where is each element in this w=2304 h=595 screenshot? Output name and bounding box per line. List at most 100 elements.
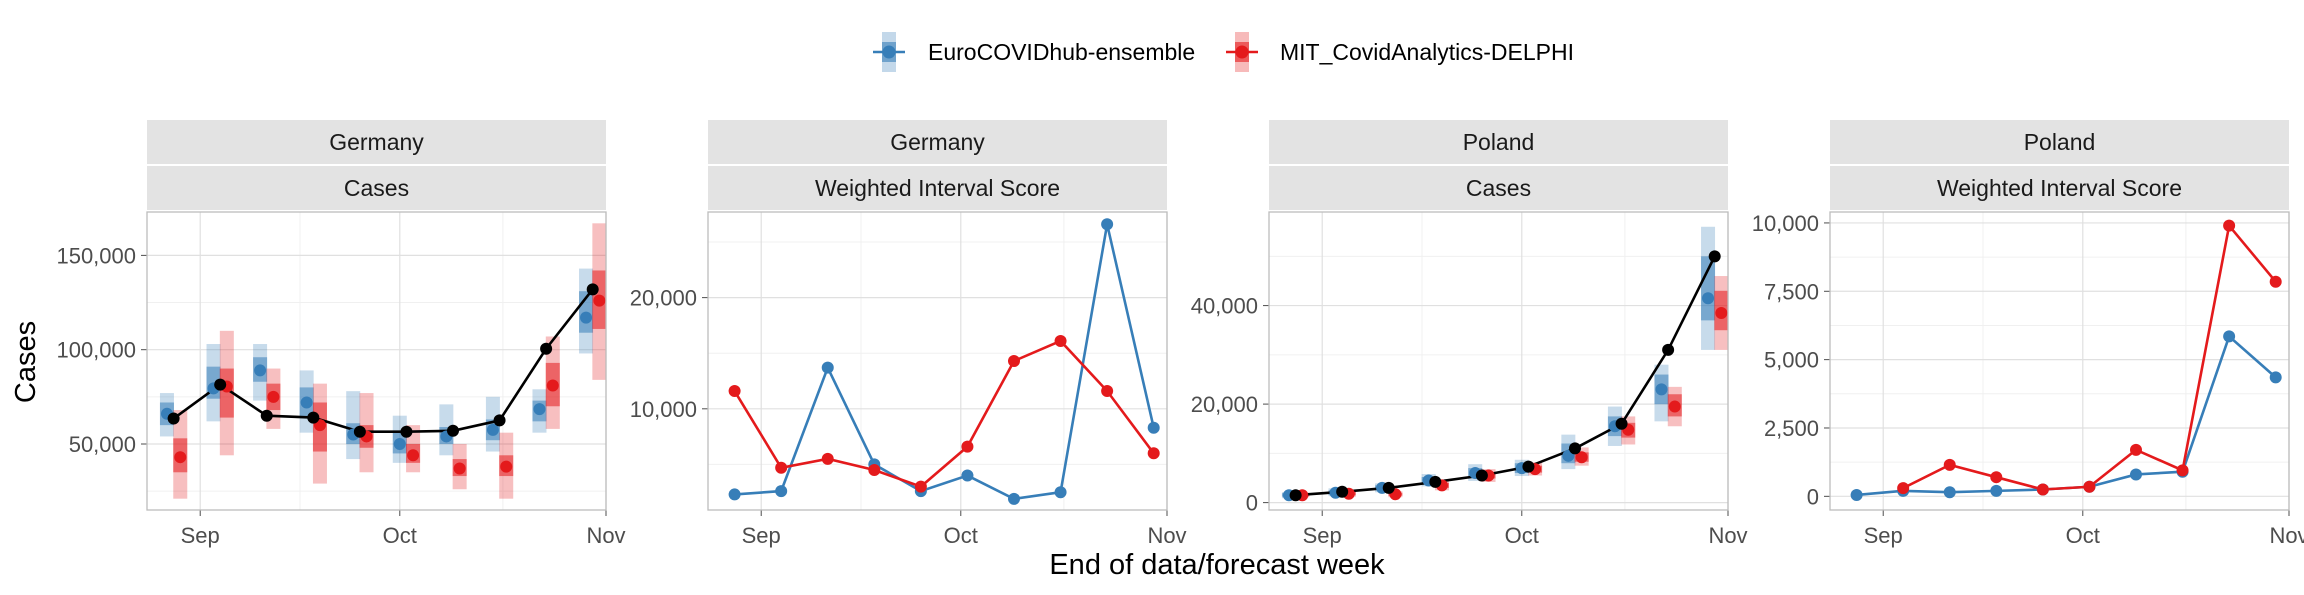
panel-2-mit-covidanalytics-delphi-point bbox=[961, 440, 974, 453]
panel-1-observed-point bbox=[214, 378, 227, 391]
panel-4-x-tick-label: Nov bbox=[2269, 523, 2304, 548]
panel-2-eurocovidhub-ensemble-point bbox=[1101, 218, 1114, 231]
panel-4: Poland Weighted Interval Score 0 2,500 5,000… bbox=[1752, 120, 2304, 548]
panel-1: Germany Cases 50,000 100,000 150,000 Sep Oct No… bbox=[56, 120, 626, 548]
panel-2-mit-covidanalytics-delphi-point bbox=[1147, 447, 1160, 460]
panel-4-eurocovidhub-ensemble-point bbox=[2269, 371, 2282, 384]
panel-1-observed-point bbox=[493, 414, 506, 427]
panel-4-strip-2-bg bbox=[1830, 166, 2289, 210]
panel-3-observed-point bbox=[1429, 475, 1442, 488]
panel-1-eurocovidhub-ensemble-point bbox=[254, 364, 267, 377]
panel-2-plot-area bbox=[708, 212, 1167, 510]
panel-4-mit-covidanalytics-delphi-point bbox=[2176, 464, 2189, 477]
panel-2-eurocovidhub-ensemble-point bbox=[1008, 492, 1020, 505]
panel-3-strip-1-bg bbox=[1269, 120, 1728, 164]
panel-3-plot-area bbox=[1269, 212, 1728, 510]
panel-1-strip-label-germany: Germany bbox=[329, 129, 424, 155]
panel-1-strip-2-bg bbox=[147, 166, 606, 210]
panel-2-y-tick-label: 20,000 bbox=[630, 286, 697, 311]
panel-2-mit-covidanalytics-delphi-point bbox=[914, 480, 927, 493]
panel-1-strip-label-cases: Cases bbox=[344, 175, 409, 201]
panel-2-eurocovidhub-ensemble-point bbox=[821, 361, 834, 374]
x-axis-title: End of data/forecast week bbox=[1049, 549, 1385, 581]
panel-1-observed-point bbox=[447, 424, 459, 437]
panel-2-strip-label-weighted-interval-score: Weighted Interval Score bbox=[815, 175, 1060, 201]
legend-label-delphi: MIT_CovidAnalytics-DELPHI bbox=[1280, 39, 1574, 65]
panel-3-observed-point bbox=[1615, 417, 1628, 430]
panel-4-y-tick-label: 2,500 bbox=[1764, 416, 1819, 441]
panel-1-observed-point bbox=[307, 411, 320, 424]
panel-4-eurocovidhub-ensemble-point bbox=[1943, 486, 1956, 499]
facet-panels: Germany Cases 50,000 100,000 150,000 Sep Oct No… bbox=[56, 120, 2304, 548]
panel-2-x-tick-label: Nov bbox=[1147, 523, 1186, 548]
panel-1-eurocovidhub-ensemble-point bbox=[580, 311, 593, 324]
panel-2-y-tick-label: 10,000 bbox=[630, 397, 697, 422]
panel-2-mit-covidanalytics-delphi-point bbox=[1101, 385, 1114, 398]
panel-4-mit-covidanalytics-delphi-point bbox=[1897, 482, 1910, 495]
panel-1-observed-point bbox=[260, 409, 273, 422]
panel-2-mit-covidanalytics-delphi-point bbox=[775, 461, 788, 474]
panel-1-mit-covidanalytics-delphi-point bbox=[174, 451, 187, 464]
panel-1-observed-point bbox=[540, 342, 553, 355]
panel-3-eurocovidhub-ensemble-point bbox=[1655, 383, 1668, 396]
panel-1-eurocovidhub-ensemble-point bbox=[486, 423, 499, 436]
panel-1-observed-point bbox=[353, 425, 366, 438]
panel-3-border bbox=[1268, 211, 1729, 511]
panel-1-eurocovidhub-ensemble-point bbox=[300, 396, 313, 409]
panel-3-strip-label-cases: Cases bbox=[1466, 175, 1531, 201]
panel-4-mit-covidanalytics-delphi-point bbox=[1990, 471, 2003, 484]
panel-3-x-tick-label: Nov bbox=[1708, 523, 1747, 548]
panel-4-mit-covidanalytics-delphi-point bbox=[2223, 219, 2236, 232]
panel-4-mit-covidanalytics-delphi-point bbox=[2269, 275, 2282, 288]
legend-label-ensemble: EuroCOVIDhub-ensemble bbox=[928, 39, 1195, 65]
panel-1-y-tick-label: 150,000 bbox=[56, 243, 136, 268]
panel-1-mit-covidanalytics-delphi-point bbox=[453, 462, 466, 475]
panel-4-x-tick-label: Sep bbox=[1864, 523, 1903, 548]
panel-4-strip-1-bg bbox=[1830, 120, 2289, 164]
panel-3-observed-point bbox=[1336, 485, 1349, 498]
panel-4-strip-label-poland: Poland bbox=[2024, 129, 2096, 155]
panel-2-mit-covidanalytics-delphi-point bbox=[1008, 355, 1020, 367]
panel-1-eurocovidhub-ensemble-point bbox=[533, 403, 546, 416]
panel-3-observed-point bbox=[1522, 460, 1535, 473]
panel-1-border bbox=[146, 211, 607, 511]
panel-2-strip-2-bg bbox=[708, 166, 1167, 210]
panel-3-observed-point bbox=[1662, 343, 1675, 356]
panel-2-eurocovidhub-ensemble-point bbox=[775, 485, 788, 498]
panel-3-strip-label-poland: Poland bbox=[1463, 129, 1535, 155]
panel-3-y-tick-label: 0 bbox=[1246, 491, 1258, 516]
panel-4-mit-covidanalytics-delphi-point bbox=[2036, 483, 2049, 496]
panel-4-border bbox=[1829, 211, 2290, 511]
panel-2: Germany Weighted Interval Score 10,000 20,0… bbox=[630, 120, 1187, 548]
panel-2-eurocovidhub-ensemble-point bbox=[728, 488, 741, 501]
panel-2-strip-1-bg bbox=[708, 120, 1167, 164]
panel-4-y-tick-label: 7,500 bbox=[1764, 279, 1819, 304]
panel-3-observed-point bbox=[1569, 442, 1581, 455]
panel-4-mit-covidanalytics-delphi-point bbox=[1943, 458, 1956, 471]
panel-3-y-tick-label: 40,000 bbox=[1191, 294, 1258, 319]
panel-2-border bbox=[707, 211, 1168, 511]
panel-3-observed-point bbox=[1289, 489, 1302, 502]
panel-3-strip-2-bg bbox=[1269, 166, 1728, 210]
panel-1-y-tick-label: 100,000 bbox=[56, 338, 136, 363]
panel-4-y-tick-label: 5,000 bbox=[1764, 348, 1819, 373]
panel-2-mit-covidanalytics-delphi-point bbox=[821, 452, 834, 465]
panel-2-eurocovidhub-ensemble-point bbox=[1054, 486, 1067, 499]
panel-3-eurocovidhub-ensemble-interval-50 bbox=[1701, 256, 1716, 321]
legend: EuroCOVIDhub-ensemble MIT_CovidAnalytics… bbox=[873, 32, 1574, 72]
panel-4-eurocovidhub-ensemble-point bbox=[2223, 330, 2236, 343]
panel-3-observed-point bbox=[1382, 481, 1395, 494]
panel-4-x-tick-label: Oct bbox=[2066, 523, 2100, 548]
panel-2-mit-covidanalytics-delphi-point bbox=[868, 463, 881, 476]
panel-3-mit-covidanalytics-delphi-point bbox=[1715, 306, 1728, 319]
panel-4-strip-label-weighted-interval-score: Weighted Interval Score bbox=[1937, 175, 2182, 201]
panel-2-eurocovidhub-ensemble-point bbox=[961, 469, 974, 482]
panel-1-y-tick-label: 50,000 bbox=[69, 432, 136, 457]
panel-4-y-tick-label: 10,000 bbox=[1752, 211, 1819, 236]
panel-2-eurocovidhub-ensemble-line bbox=[734, 223, 1155, 501]
panel-4-plot-area bbox=[1830, 212, 2289, 510]
panel-1-observed-point bbox=[586, 283, 599, 296]
panel-3-y-tick-label: 20,000 bbox=[1191, 392, 1258, 417]
panel-1-plot-area bbox=[147, 212, 606, 510]
